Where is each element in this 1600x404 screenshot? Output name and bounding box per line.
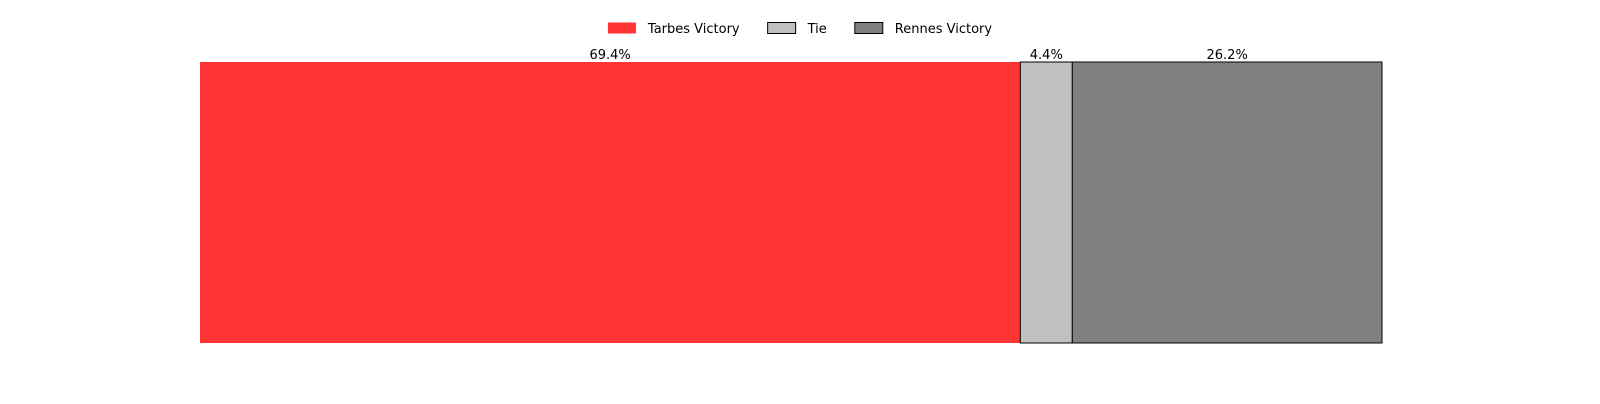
legend-item-tarbes-victory: Tarbes Victory — [607, 22, 740, 37]
legend: Tarbes Victory Tie Rennes Victory — [607, 22, 993, 37]
data-label-tarbes-victory: 69.4% — [589, 48, 630, 63]
bar-segment-rennes-victory — [1071, 61, 1383, 344]
bar-segment-tie — [1019, 61, 1073, 344]
data-label-rennes-victory: 26.2% — [1207, 48, 1248, 63]
bar-segment-tarbes-victory — [200, 62, 1021, 343]
data-label-tie: 4.4% — [1030, 48, 1063, 63]
legend-swatch-tie — [767, 22, 797, 34]
legend-label-tie: Tie — [807, 22, 827, 37]
data-labels: 69.4% 4.4% 26.2% — [589, 48, 1247, 63]
legend-swatch-rennes-victory — [854, 22, 884, 34]
legend-swatch-tarbes-victory — [607, 22, 636, 34]
legend-label-rennes-victory: Rennes Victory — [895, 22, 993, 37]
legend-label-tarbes-victory: Tarbes Victory — [647, 22, 740, 37]
bar-segments — [200, 61, 1383, 344]
legend-item-tie: Tie — [767, 22, 827, 37]
legend-item-rennes-victory: Rennes Victory — [854, 22, 993, 37]
